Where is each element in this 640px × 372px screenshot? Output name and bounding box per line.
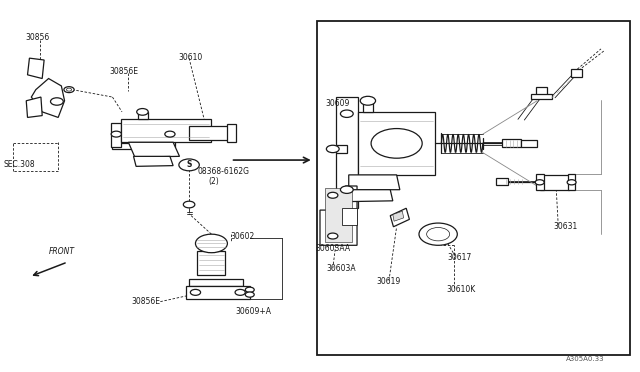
Text: 30603A: 30603A xyxy=(326,264,356,273)
Circle shape xyxy=(245,292,254,297)
Text: FRONT: FRONT xyxy=(49,247,75,256)
Polygon shape xyxy=(111,123,121,147)
Polygon shape xyxy=(531,94,552,99)
Polygon shape xyxy=(336,97,358,208)
Polygon shape xyxy=(31,78,65,118)
Polygon shape xyxy=(186,286,250,299)
Circle shape xyxy=(51,98,63,105)
Polygon shape xyxy=(189,126,230,140)
Circle shape xyxy=(371,129,422,158)
Text: A305A0.33: A305A0.33 xyxy=(566,356,605,362)
Circle shape xyxy=(111,131,122,137)
Polygon shape xyxy=(113,143,173,149)
Polygon shape xyxy=(536,174,543,190)
Text: 08368-6162G: 08368-6162G xyxy=(197,167,250,176)
Circle shape xyxy=(419,223,458,245)
Circle shape xyxy=(235,289,245,295)
Text: 30609: 30609 xyxy=(325,99,349,108)
Circle shape xyxy=(535,180,544,185)
Polygon shape xyxy=(363,101,373,112)
Circle shape xyxy=(67,88,72,91)
Circle shape xyxy=(165,131,175,137)
Circle shape xyxy=(195,234,227,253)
Polygon shape xyxy=(336,145,347,153)
Text: 30631: 30631 xyxy=(553,221,577,231)
Polygon shape xyxy=(121,119,211,142)
Text: 30856: 30856 xyxy=(25,33,49,42)
Circle shape xyxy=(328,192,338,198)
Polygon shape xyxy=(349,175,400,190)
Circle shape xyxy=(137,109,148,115)
Polygon shape xyxy=(495,178,508,185)
Text: 30610K: 30610K xyxy=(447,285,476,294)
Text: SEC.308: SEC.308 xyxy=(4,160,35,169)
Circle shape xyxy=(245,287,254,292)
Polygon shape xyxy=(227,124,236,141)
Bar xyxy=(317,21,630,355)
Polygon shape xyxy=(390,208,410,227)
Text: 30610: 30610 xyxy=(178,52,202,61)
Circle shape xyxy=(427,228,450,241)
Circle shape xyxy=(190,289,200,295)
Circle shape xyxy=(326,145,339,153)
Polygon shape xyxy=(166,123,175,147)
Polygon shape xyxy=(134,156,173,166)
Text: 30602: 30602 xyxy=(230,231,255,241)
Polygon shape xyxy=(342,208,357,225)
Circle shape xyxy=(360,96,376,105)
Circle shape xyxy=(328,233,338,239)
Polygon shape xyxy=(393,211,404,221)
Text: 30609+A: 30609+A xyxy=(236,307,272,316)
Circle shape xyxy=(179,159,199,171)
Circle shape xyxy=(340,110,353,118)
Text: S: S xyxy=(186,160,192,169)
Polygon shape xyxy=(568,174,575,190)
Polygon shape xyxy=(502,139,521,147)
Polygon shape xyxy=(189,279,243,286)
Circle shape xyxy=(64,87,74,93)
Circle shape xyxy=(183,201,195,208)
Polygon shape xyxy=(138,112,148,119)
Circle shape xyxy=(567,180,576,185)
Polygon shape xyxy=(351,190,393,202)
Text: 30617: 30617 xyxy=(448,253,472,262)
Polygon shape xyxy=(26,97,42,118)
Polygon shape xyxy=(28,58,44,78)
Polygon shape xyxy=(540,175,569,190)
Polygon shape xyxy=(358,112,435,175)
Circle shape xyxy=(340,186,353,193)
Polygon shape xyxy=(571,69,582,77)
Polygon shape xyxy=(197,251,225,275)
Text: 30856E: 30856E xyxy=(132,297,161,306)
Polygon shape xyxy=(521,140,537,147)
Polygon shape xyxy=(320,186,357,245)
Text: 30603AA: 30603AA xyxy=(316,244,351,253)
Polygon shape xyxy=(325,188,352,241)
Text: (2): (2) xyxy=(208,177,219,186)
Text: 30856E: 30856E xyxy=(109,67,138,76)
Polygon shape xyxy=(129,142,179,157)
Polygon shape xyxy=(536,87,547,95)
Text: 30619: 30619 xyxy=(376,277,401,286)
